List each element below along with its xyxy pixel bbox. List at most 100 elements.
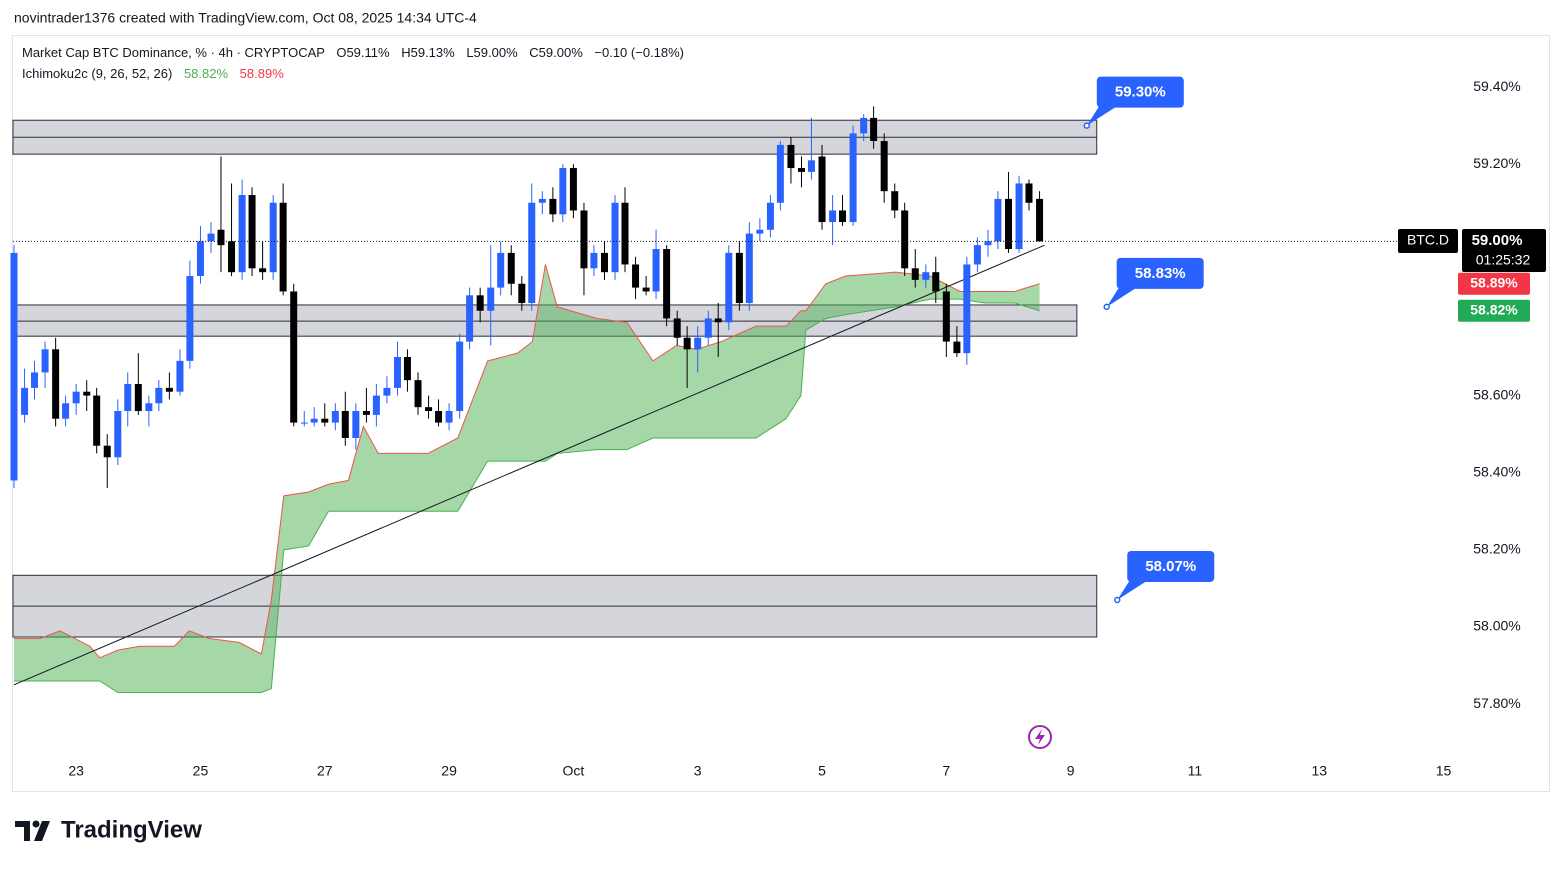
candle-body xyxy=(445,411,453,423)
candle-body xyxy=(549,198,557,215)
candle-body xyxy=(155,387,163,404)
candle-body xyxy=(383,387,391,396)
candle-body xyxy=(114,411,122,458)
chart-title: Market Cap BTC Dominance, % · 4h · CRYPT… xyxy=(22,45,325,60)
y-tick-label: 58.00% xyxy=(1473,618,1520,634)
candle-body xyxy=(372,395,380,415)
candle-body xyxy=(414,380,422,408)
candle-body xyxy=(300,422,308,424)
last-price-tag xyxy=(1462,229,1546,272)
x-tick-label: 27 xyxy=(317,763,333,779)
candle-body xyxy=(497,252,505,288)
candle-body xyxy=(165,387,173,392)
candle-body xyxy=(176,360,184,392)
candle-body xyxy=(238,195,246,273)
candle-body xyxy=(1004,198,1012,250)
callout-box xyxy=(1096,76,1184,108)
candle-body xyxy=(829,210,837,223)
candle-body xyxy=(124,384,132,412)
y-tick-label: 58.20% xyxy=(1473,541,1520,557)
candle-body xyxy=(756,229,764,234)
candle-body xyxy=(259,268,267,273)
candle-body xyxy=(569,168,577,211)
x-tick-label: 25 xyxy=(193,763,209,779)
candle-body xyxy=(953,341,961,354)
candle-body xyxy=(21,387,29,415)
y-tick-label: 59.20% xyxy=(1473,155,1520,171)
header-credit: novintrader1376 created with TradingView… xyxy=(14,10,477,26)
alert-icon[interactable] xyxy=(1028,725,1052,749)
candle-body xyxy=(787,144,795,169)
candle-body xyxy=(807,160,815,172)
candle-body xyxy=(279,202,287,292)
callout-anchor xyxy=(1114,596,1121,604)
candle-body xyxy=(849,133,857,223)
candle-body xyxy=(103,445,111,458)
candle-body xyxy=(507,252,515,284)
y-tick-label: 57.80% xyxy=(1473,695,1520,711)
candle-body xyxy=(52,349,60,419)
candle-body xyxy=(911,268,919,280)
candle-body xyxy=(776,144,784,203)
x-tick-label: 7 xyxy=(942,763,950,779)
ohlc-open: O59.11% xyxy=(336,45,390,60)
candle-body xyxy=(41,349,49,373)
trendline xyxy=(13,244,1045,686)
x-tick-label: 9 xyxy=(1067,763,1075,779)
indicator-legend: Ichimoku2c (9, 26, 52, 26) 58.82% 58.89% xyxy=(22,66,284,81)
ohlc-high: H59.13% xyxy=(401,45,455,60)
x-tick-label: 15 xyxy=(1436,763,1452,779)
candle-body xyxy=(694,337,702,350)
ohlc-change: −0.10 (−0.18%) xyxy=(594,45,684,60)
candle-body xyxy=(642,287,650,292)
candle-body xyxy=(621,202,629,265)
candle-body xyxy=(942,291,950,342)
callout-pointer xyxy=(1106,284,1135,307)
candle-body xyxy=(435,411,443,423)
countdown-label: 01:25:32 xyxy=(1476,252,1531,268)
candle-body xyxy=(860,117,868,134)
ohlc-low: L59.00% xyxy=(466,45,518,60)
callout-label: 58.83% xyxy=(1135,265,1186,282)
candle-body xyxy=(62,403,70,419)
candle-body xyxy=(994,198,1002,242)
indicator-tag xyxy=(1458,299,1530,322)
candle-body xyxy=(922,272,930,280)
candle-body xyxy=(290,291,298,423)
candle-body xyxy=(766,202,774,230)
x-tick-label: 3 xyxy=(694,763,702,779)
x-tick-label: 11 xyxy=(1188,763,1203,779)
candle-body xyxy=(559,168,567,215)
candle-body xyxy=(870,117,878,142)
candle-body xyxy=(269,202,277,273)
cloud-line xyxy=(14,264,1040,659)
candle-body xyxy=(321,418,329,423)
candle-body xyxy=(973,245,981,265)
candle-body xyxy=(1025,183,1033,203)
candle-body xyxy=(611,202,619,273)
candle-body xyxy=(207,233,215,242)
callout-anchor xyxy=(1103,303,1110,311)
candle-body xyxy=(217,229,225,246)
indicator-value: 58.82% xyxy=(184,66,229,81)
ohlc-close: C59.00% xyxy=(529,45,583,60)
indicator-name: Ichimoku2c (9, 26, 52, 26) xyxy=(22,66,172,81)
candle-body xyxy=(10,252,18,481)
indicator-tag xyxy=(1458,272,1530,295)
callout-pointer xyxy=(1117,577,1146,600)
candle-body xyxy=(1015,183,1023,250)
candle-body xyxy=(984,241,992,246)
candle-body xyxy=(476,295,484,311)
candle-body xyxy=(891,191,899,211)
candle-body xyxy=(393,357,401,388)
candle-body xyxy=(932,272,940,292)
cloud-fill xyxy=(14,264,1040,693)
candle-body xyxy=(538,198,546,203)
candle-body xyxy=(403,357,411,381)
indicator-tag-label: 58.89% xyxy=(1470,274,1518,290)
candle-body xyxy=(963,264,971,354)
symbol-tag xyxy=(1398,229,1458,253)
callout-box xyxy=(1127,550,1215,582)
cloud-line xyxy=(14,298,1040,694)
candle-body xyxy=(196,241,204,277)
